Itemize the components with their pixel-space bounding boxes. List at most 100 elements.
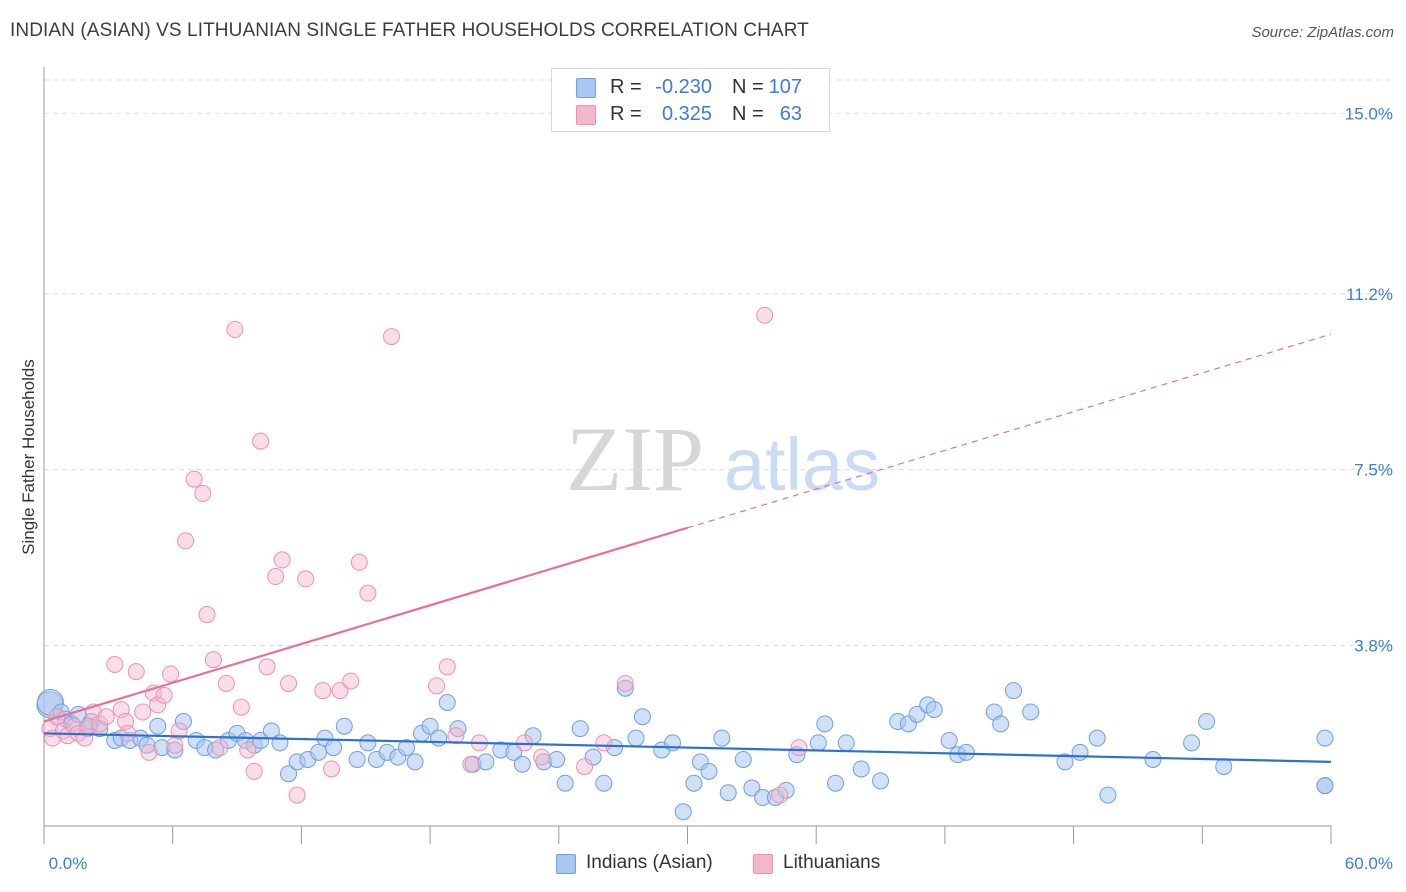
point-indians — [149, 717, 167, 735]
point-lithuanians — [756, 306, 774, 324]
point-lithuanians — [149, 696, 167, 714]
point-lithuanians — [576, 758, 594, 776]
grid-lines — [44, 79, 1392, 646]
legend-swatch-indians — [576, 78, 596, 98]
point-lithuanians — [790, 739, 808, 757]
point-indians — [809, 734, 827, 752]
point-indians — [700, 762, 718, 780]
point-indians — [1071, 743, 1089, 761]
watermark: ZIP atlas — [566, 408, 880, 510]
point-indians — [734, 750, 752, 768]
point-lithuanians — [771, 786, 789, 804]
legend-n-value: 63 — [779, 103, 802, 125]
point-lithuanians — [91, 715, 109, 733]
point-indians — [827, 774, 845, 792]
point-indians — [940, 731, 958, 749]
point-indians — [174, 712, 192, 730]
y-axis-label: Single Father Households — [19, 359, 38, 555]
point-indians — [1183, 734, 1201, 752]
legend-label-indians: Indians (Asian) — [586, 852, 713, 873]
point-lithuanians — [140, 743, 158, 761]
point-lithuanians — [462, 755, 480, 773]
point-indians — [713, 729, 731, 747]
point-lithuanians — [106, 655, 124, 673]
point-lithuanians — [322, 760, 340, 778]
point-indians — [595, 774, 613, 792]
point-indians — [633, 708, 651, 726]
point-lithuanians — [314, 682, 332, 700]
point-lithuanians — [198, 606, 216, 624]
y-tick-label: 11.2% — [1346, 285, 1393, 304]
legend-swatch-indians — [556, 854, 576, 874]
point-lithuanians — [438, 658, 456, 676]
legend-n-label: N = — [732, 103, 764, 125]
tick-labels: 3.8% 7.5% 11.2% 15.0% 0.0% 60.0% — [49, 104, 1393, 873]
point-lithuanians — [331, 682, 349, 700]
point-indians — [925, 701, 943, 719]
chart-title: INDIAN (ASIAN) VS LITHUANIAN SINGLE FATH… — [10, 20, 809, 41]
trend-line-indians — [43, 732, 1332, 763]
point-lithuanians — [447, 727, 465, 745]
point-indians — [872, 772, 890, 790]
point-lithuanians — [288, 786, 306, 804]
point-indians — [584, 748, 602, 766]
point-indians — [1198, 712, 1216, 730]
y-tick-label: 3.8% — [1354, 636, 1393, 655]
point-indians — [438, 693, 456, 711]
point-indians — [852, 760, 870, 778]
point-lithuanians — [162, 665, 180, 683]
source-label: Source: ZipAtlas.com — [1251, 24, 1394, 41]
point-indians — [674, 803, 692, 821]
point-indians — [992, 715, 1010, 733]
point-indians — [606, 739, 624, 757]
point-lithuanians — [211, 739, 229, 757]
point-indians — [406, 753, 424, 771]
point-lithuanians — [119, 724, 137, 742]
legend-label-lithuanians: Lithuanians — [783, 852, 881, 873]
point-indians — [252, 731, 270, 749]
point-indians — [513, 755, 531, 773]
point-indians — [421, 717, 439, 735]
point-lithuanians — [273, 551, 291, 569]
point-indians — [627, 729, 645, 747]
point-indians — [719, 784, 737, 802]
trend-line-lithuanians — [43, 526, 688, 723]
point-lithuanians — [194, 484, 212, 502]
point-lithuanians — [232, 698, 250, 716]
point-lithuanians — [245, 762, 263, 780]
legend-swatch-lithuanians — [753, 854, 773, 874]
point-indians — [816, 715, 834, 733]
legend-r-value: 0.325 — [661, 103, 712, 125]
point-lithuanians — [280, 674, 298, 692]
point-lithuanians — [155, 686, 173, 704]
point-indians — [166, 741, 184, 759]
point-lithuanians — [359, 584, 377, 602]
watermark-zip: ZIP — [566, 408, 704, 510]
point-indians — [1056, 753, 1074, 771]
y-tick-label: 15.0% — [1345, 104, 1393, 123]
point-lithuanians — [134, 703, 152, 721]
point-lithuanians — [616, 674, 634, 692]
point-lithuanians — [297, 570, 315, 588]
point-indians — [685, 774, 703, 792]
point-indians — [398, 739, 416, 757]
correlation-legend: R = -0.230 N = 107 R = 0.325 N = 63 — [551, 68, 830, 132]
point-lithuanians — [170, 722, 188, 740]
legend-r-value: -0.230 — [655, 76, 712, 98]
point-lithuanians — [350, 553, 368, 571]
point-indians — [310, 743, 328, 761]
point-indians — [743, 779, 761, 797]
point-indians — [1005, 682, 1023, 700]
point-indians — [477, 753, 495, 771]
point-indians — [837, 734, 855, 752]
point-lithuanians — [204, 651, 222, 669]
point-lithuanians — [258, 658, 276, 676]
data-points — [36, 306, 1334, 821]
point-indians — [348, 750, 366, 768]
point-lithuanians — [595, 734, 613, 752]
point-indians — [1316, 729, 1334, 747]
point-indians — [335, 717, 353, 735]
point-lithuanians — [127, 663, 145, 681]
point-indians — [1022, 703, 1040, 721]
